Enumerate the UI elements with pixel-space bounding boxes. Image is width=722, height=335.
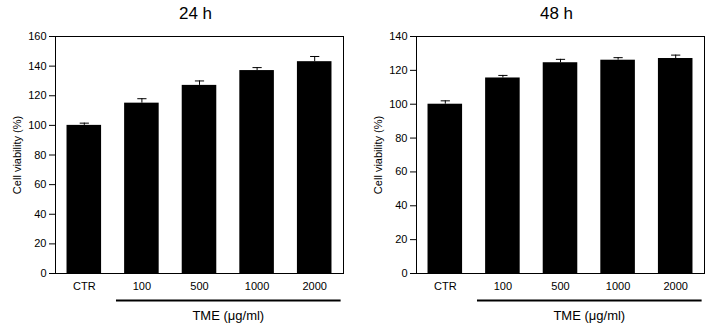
svg-text:1000: 1000 [606, 280, 630, 292]
svg-text:Cell viability (%): Cell viability (%) [11, 116, 23, 194]
svg-text:TME (μg/ml): TME (μg/ml) [553, 308, 625, 323]
svg-text:0: 0 [40, 267, 46, 279]
svg-text:CTR: CTR [73, 280, 96, 292]
svg-text:Cell viability (%): Cell viability (%) [372, 116, 384, 194]
svg-text:60: 60 [34, 178, 46, 190]
svg-text:100: 100 [28, 119, 46, 131]
svg-text:TME (μg/ml): TME (μg/ml) [192, 308, 264, 323]
svg-text:120: 120 [389, 64, 407, 76]
svg-text:0: 0 [401, 267, 407, 279]
svg-text:100: 100 [389, 98, 407, 110]
svg-text:80: 80 [34, 149, 46, 161]
svg-text:160: 160 [28, 30, 46, 42]
svg-text:CTR: CTR [434, 280, 457, 292]
svg-text:2000: 2000 [663, 280, 687, 292]
svg-text:1000: 1000 [245, 280, 269, 292]
svg-text:100: 100 [494, 280, 512, 292]
svg-text:500: 500 [190, 280, 208, 292]
svg-text:40: 40 [395, 199, 407, 211]
svg-text:20: 20 [395, 233, 407, 245]
html-text:48 h: 48 h [540, 4, 573, 23]
svg-text:40: 40 [34, 208, 46, 220]
svg-text:140: 140 [389, 30, 407, 42]
html-text:24 h: 24 h [179, 4, 212, 23]
svg-text:500: 500 [551, 280, 569, 292]
svg-text:120: 120 [28, 89, 46, 101]
svg-text:80: 80 [395, 132, 407, 144]
svg-text:20: 20 [34, 237, 46, 249]
svg-text:100: 100 [133, 280, 151, 292]
svg-text:60: 60 [395, 165, 407, 177]
svg-text:140: 140 [28, 60, 46, 72]
svg-text:2000: 2000 [302, 280, 326, 292]
